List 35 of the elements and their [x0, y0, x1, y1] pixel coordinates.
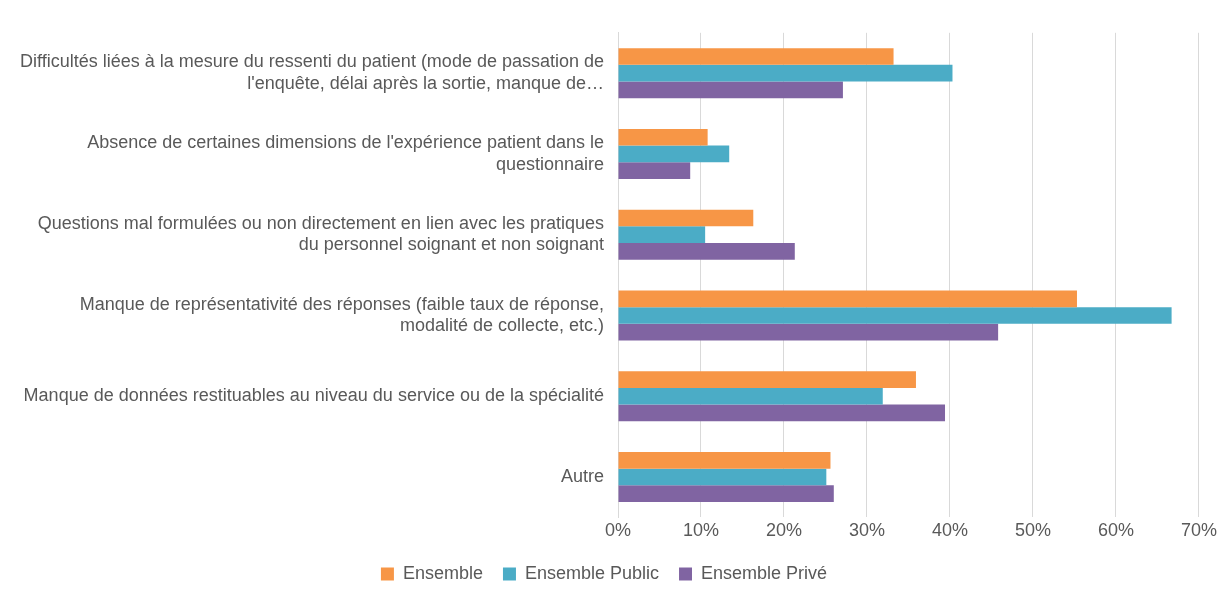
bar	[618, 81, 843, 99]
x-tick-label: 40%	[931, 520, 969, 541]
bar	[618, 290, 1077, 308]
x-tick-label: 30%	[848, 520, 886, 541]
x-tick-label: 10%	[682, 520, 720, 541]
y-tick-label: Absence de certaines dimensions de l'expérience patient dans le questionnaire	[87, 132, 604, 174]
bar	[618, 162, 691, 179]
bar	[618, 145, 730, 163]
legend-label: Ensemble	[402, 562, 483, 583]
bar	[618, 451, 831, 469]
y-tick-label: Difficultés liées à la mesure du ressenti du patient (mode de passation de l'enquête, délai après la sortie, manque de…	[20, 51, 604, 93]
legend-label: Ensemble Privé	[701, 562, 828, 583]
bar	[618, 485, 834, 503]
bar	[618, 468, 827, 486]
y-tick-label: Autre	[560, 465, 604, 486]
y-tick-label: Manque de représentativité des réponses (faible taux de réponse, modalité de collecte, etc.)	[79, 293, 604, 336]
x-tick-label: 70%	[1180, 520, 1217, 541]
bar	[618, 323, 999, 341]
x-tick-label: 0%	[604, 520, 632, 541]
bar	[618, 371, 916, 388]
bar	[618, 307, 1172, 324]
bar	[618, 243, 795, 260]
x-tick-label: 50%	[1014, 520, 1052, 541]
y-tick-label: Manque de données restituables au niveau du service ou de la spécialité	[23, 385, 604, 406]
bar	[618, 404, 946, 422]
bar	[618, 128, 708, 146]
y-tick-label: Questions mal formulées ou non directement en lien avec les pratiques du personnel soignant et non soignant	[37, 212, 604, 255]
bar	[618, 387, 883, 405]
x-tick-label: 60%	[1097, 520, 1134, 541]
x-tick-label: 20%	[765, 520, 803, 541]
bar	[618, 209, 754, 227]
bar	[618, 226, 706, 244]
bar	[618, 48, 894, 65]
legend-label: Ensemble Public	[524, 562, 660, 583]
bar	[618, 64, 953, 82]
